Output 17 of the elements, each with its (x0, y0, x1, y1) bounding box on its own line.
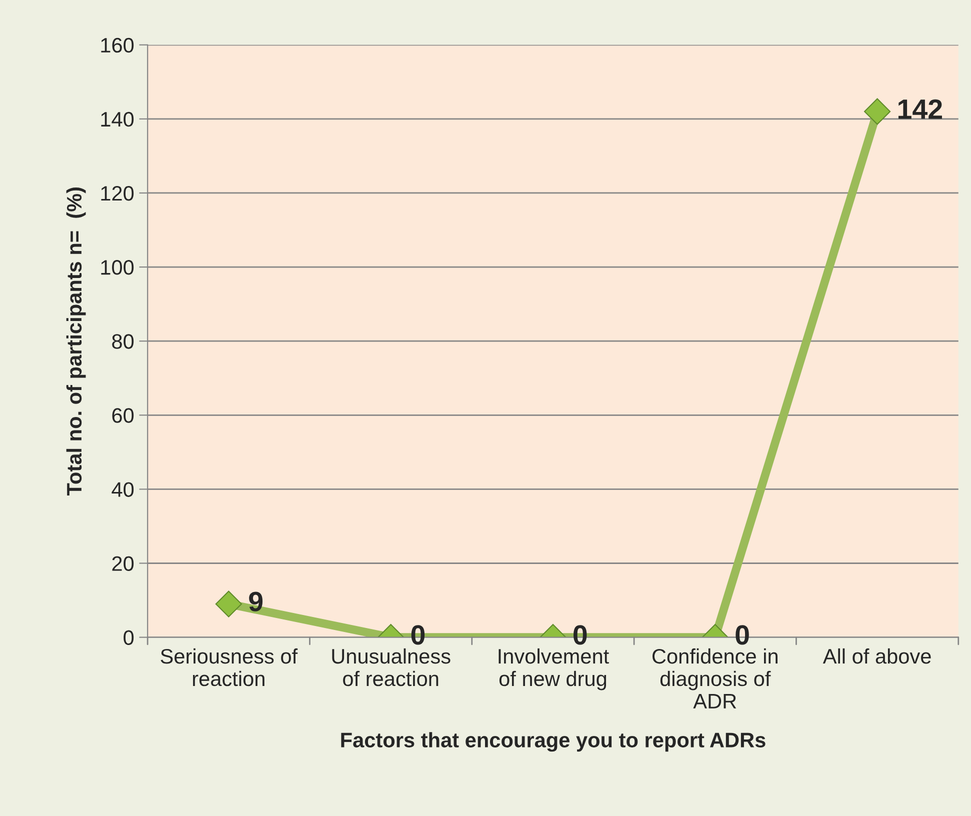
x-tick-label: Involvement of new drug (498, 648, 609, 690)
y-tick-label: 60 (112, 408, 134, 423)
y-tick-label: 40 (112, 482, 134, 497)
y-tick-label: 140 (101, 112, 134, 127)
x-tick-label: All of above (822, 648, 931, 664)
y-tick-label: 100 (101, 260, 134, 275)
y-tick-label: 120 (101, 186, 134, 201)
x-axis-title: Factors that encourage you to report ADRs (341, 732, 766, 752)
y-tick-label: 160 (101, 38, 134, 53)
y-tick-label: 20 (112, 556, 134, 571)
y-tick-label: 80 (112, 334, 134, 349)
x-tick-label: Seriousness of reaction (160, 648, 298, 686)
y-axis-title: Total no. of participants n= (%) (66, 187, 86, 496)
x-tick-label: Unusualness of reaction (332, 648, 450, 686)
y-tick-label: 0 (124, 630, 134, 646)
data-label: 142 (898, 99, 942, 119)
x-tick-label: Confidence in diagnosis of ADR (652, 648, 778, 708)
